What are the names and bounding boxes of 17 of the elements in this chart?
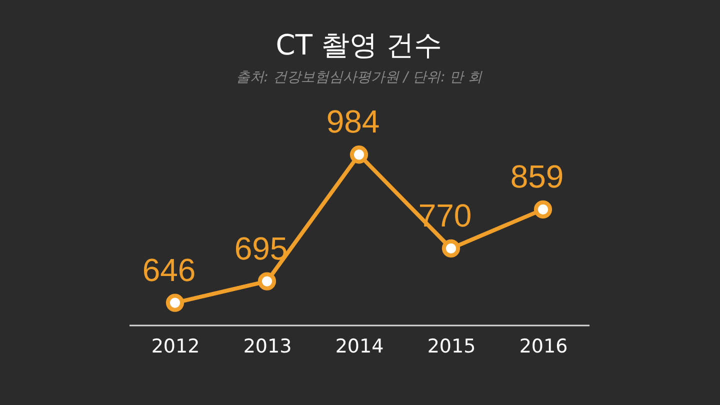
data-label: 984 xyxy=(326,104,380,140)
x-tick-label: 2013 xyxy=(243,336,292,358)
point xyxy=(258,272,276,290)
x-tick-label: 2015 xyxy=(427,336,476,358)
x-tick-label: 2012 xyxy=(151,336,200,358)
data-label: 859 xyxy=(510,158,564,194)
data-label: 695 xyxy=(234,230,288,266)
point xyxy=(166,294,184,312)
data-label: 770 xyxy=(418,197,472,234)
point xyxy=(534,200,552,218)
point xyxy=(350,146,368,164)
point xyxy=(442,239,460,258)
chart-subtitle: 출처: 건강보험심사평가원 / 단위: 만 회 xyxy=(236,70,484,86)
data-label: 646 xyxy=(142,252,196,288)
x-tick-label: 2016 xyxy=(519,336,568,358)
x-tick-label: 2014 xyxy=(335,336,384,358)
chart-title: CT 촬영 건수 xyxy=(276,28,442,62)
